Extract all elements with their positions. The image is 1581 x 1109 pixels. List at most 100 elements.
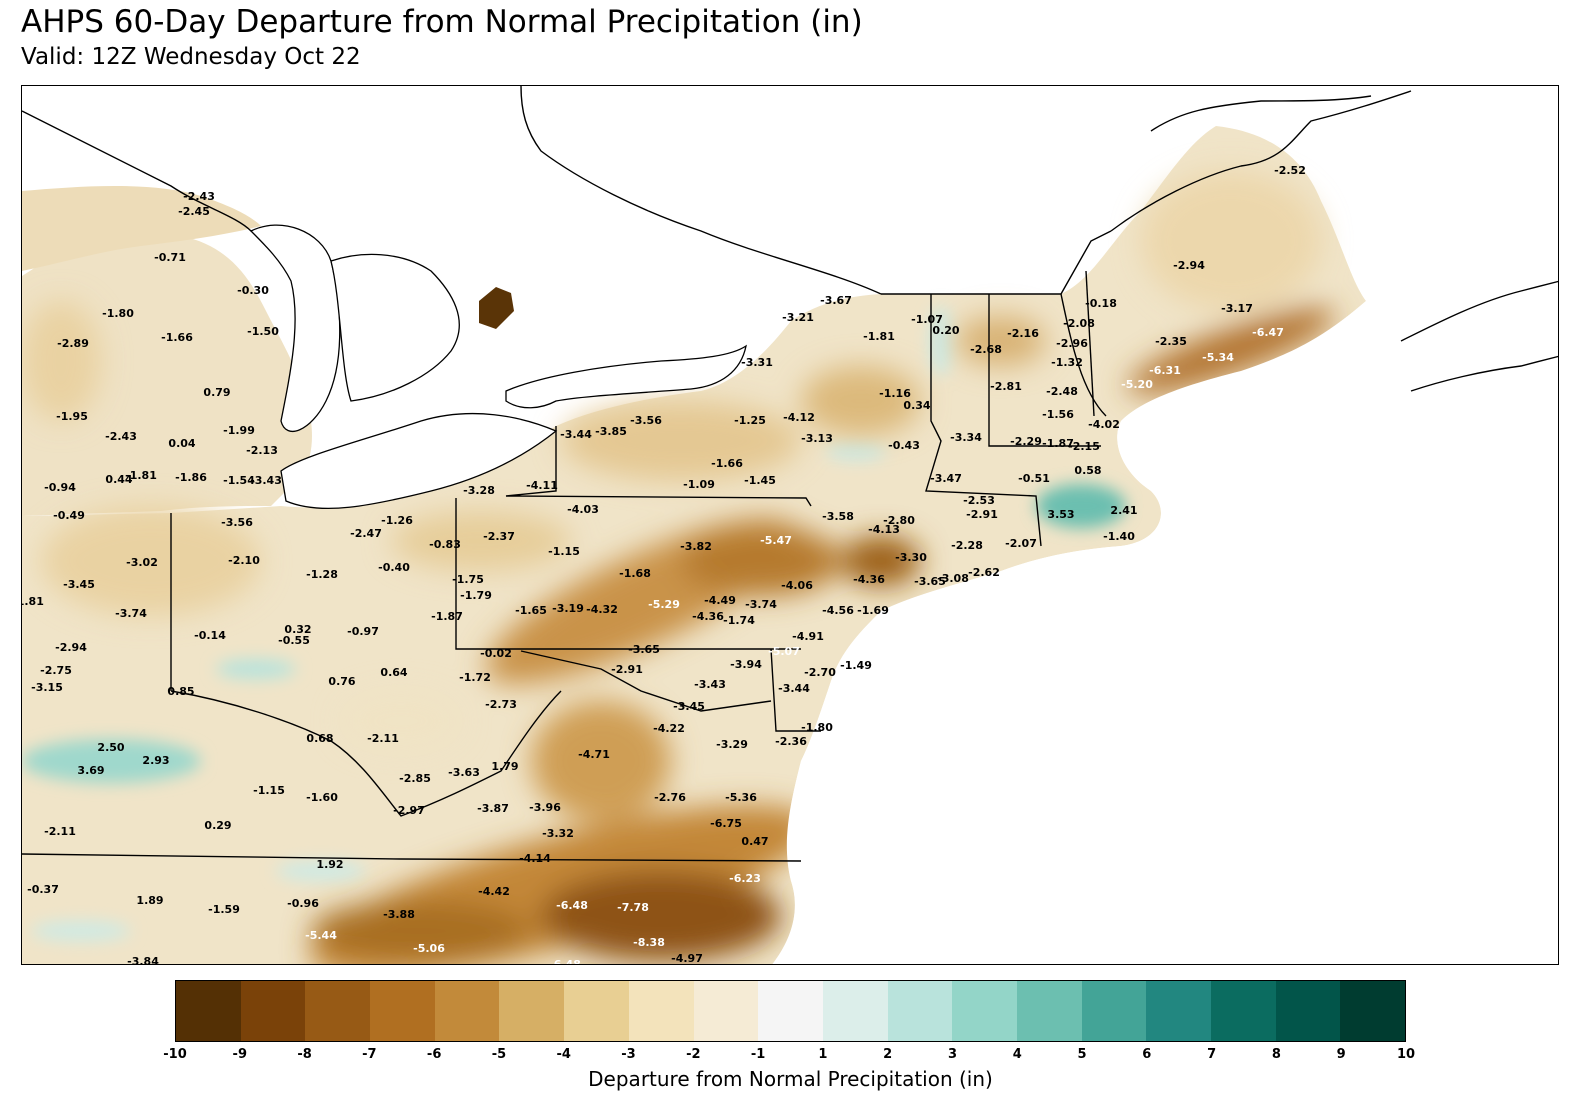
station-value-label: -3.47 xyxy=(930,472,962,485)
station-value-label: 2.41 xyxy=(1110,504,1137,517)
station-value-label: -0.40 xyxy=(378,561,410,574)
station-value-label: -2.35 xyxy=(1155,335,1187,348)
colorbar-tick-label: 10 xyxy=(1396,1047,1416,1062)
station-value-label: 0.68 xyxy=(306,732,333,745)
station-value-label: 0.04 xyxy=(168,437,195,450)
station-value-label: -5.29 xyxy=(648,598,680,611)
station-value-label: -1.25 xyxy=(734,414,766,427)
colorbar-segment xyxy=(1275,981,1341,1041)
station-value-label: -1.75 xyxy=(452,573,484,586)
wet-anomaly-patches xyxy=(22,306,1126,941)
station-value-label: -1.68 xyxy=(619,567,651,580)
colorbar-tick-label: -10 xyxy=(163,1047,187,1062)
station-value-label: 2.50 xyxy=(97,741,124,754)
station-value-label: -2.91 xyxy=(611,663,643,676)
station-value-label: 0.44 xyxy=(105,473,132,486)
station-value-label: -3.02 xyxy=(126,556,158,569)
station-value-label: -6.47 xyxy=(1252,326,1284,339)
colorbar-segment xyxy=(176,981,241,1041)
station-value-label: -1.07 xyxy=(911,313,943,326)
station-value-label: -4.03 xyxy=(567,503,599,516)
colorbar-tick-label: 8 xyxy=(1271,1047,1281,1062)
station-value-label: 1.89 xyxy=(136,894,163,907)
station-value-label: 0.85 xyxy=(167,685,194,698)
station-value-label: -0.55 xyxy=(278,634,310,647)
station-value-label: -2.11 xyxy=(44,825,76,838)
station-value-label: -7.78 xyxy=(617,901,649,914)
station-value-label: -3.44 xyxy=(560,428,592,441)
station-value-label: -2.96 xyxy=(1056,337,1088,350)
colorbar-segment xyxy=(305,981,371,1041)
station-value-label: -2.81 xyxy=(990,380,1022,393)
station-value-label: -3.08 xyxy=(937,572,969,585)
station-value-label: -1.60 xyxy=(306,791,338,804)
station-value-label: -3.31 xyxy=(741,356,773,369)
station-value-label: -2.43 xyxy=(183,190,215,203)
colorbar-segment xyxy=(1081,981,1147,1041)
colorbar-ticks: -10 -9 -8 -7 -6 -5 -4 -3 -2 -1 1 2 3 4 5 6 7 8 9 10 xyxy=(163,1047,1415,1063)
station-value-label: -5.20 xyxy=(1121,378,1153,391)
station-value-label: -3.43 xyxy=(250,474,282,487)
station-value-label: -1.72 xyxy=(459,671,491,684)
station-value-label: -1.49 xyxy=(840,659,872,672)
station-value-label: -2.10 xyxy=(228,554,260,567)
station-value-label: -3.17 xyxy=(1221,302,1253,315)
station-value-label: -4.14 xyxy=(519,852,551,865)
station-value-label: -6.48 xyxy=(549,958,581,965)
station-value-label: -4.97 xyxy=(671,952,703,965)
station-value-label: -2.07 xyxy=(1005,537,1037,550)
colorbar-segment xyxy=(240,981,306,1041)
colorbar-tick-label: 3 xyxy=(947,1047,957,1062)
station-value-label: -1.15 xyxy=(253,784,285,797)
atlantic-ocean xyxy=(772,301,1558,964)
colorbar-tick-label: -6 xyxy=(426,1047,442,1062)
station-value-label: -4.13 xyxy=(868,523,900,536)
station-value-label: -4.36 xyxy=(853,573,885,586)
colorbar-tick-label: 5 xyxy=(1077,1047,1087,1062)
station-value-label: -2.53 xyxy=(963,494,995,507)
station-value-label: -0.02 xyxy=(480,647,512,660)
colorbar-segment xyxy=(1146,981,1211,1041)
station-value-label: -3.94 xyxy=(730,658,762,671)
station-value-label: -3.45 xyxy=(673,700,705,713)
station-value-label: -6.31 xyxy=(1149,364,1181,377)
station-value-label: -2.28 xyxy=(951,539,983,552)
station-value-label: -0.14 xyxy=(194,629,226,642)
station-value-label: -3.34 xyxy=(950,431,982,444)
map-title: AHPS 60-Day Departure from Normal Precip… xyxy=(21,4,863,40)
station-value-label: -1.80 xyxy=(102,307,134,320)
colorbar-tick-label: 7 xyxy=(1207,1047,1217,1062)
station-value-label: -0.30 xyxy=(237,284,269,297)
station-value-label: -4.49 xyxy=(704,594,736,607)
station-labels: -2.43 -2.45 -0.71 -0.30 -1.80 -1.66 -1.50 -2.89… xyxy=(22,164,1306,965)
station-value-label: -2.80 xyxy=(883,514,915,527)
station-value-label: -2.43 xyxy=(105,430,137,443)
station-value-label: -1.87 xyxy=(431,610,463,623)
station-value-label: -1.54 xyxy=(223,474,255,487)
colorbar-tick-label: -2 xyxy=(686,1047,701,1062)
station-value-label: -3.88 xyxy=(383,908,415,921)
station-value-label: -4.11 xyxy=(526,479,558,492)
station-value-label: 3.53 xyxy=(1047,508,1074,521)
colorbar-tick-label: -7 xyxy=(362,1047,377,1062)
station-value-label: -3.19 xyxy=(552,602,584,615)
station-value-label: -1.81 xyxy=(22,595,44,608)
station-value-label: -2.97 xyxy=(393,804,425,817)
station-value-label: -1.66 xyxy=(161,331,193,344)
station-value-label: -5.44 xyxy=(305,929,337,942)
map-subtitle: Valid: 12Z Wednesday Oct 22 xyxy=(21,44,361,70)
station-value-label: -1.99 xyxy=(223,424,255,437)
station-value-label: 0.47 xyxy=(741,835,768,848)
station-value-label: -4.42 xyxy=(478,885,510,898)
colorbar-tick-label: 1 xyxy=(818,1047,828,1062)
station-value-label: -1.79 xyxy=(460,589,492,602)
station-value-label: -5.06 xyxy=(413,942,445,955)
colorbar-tick-label: -1 xyxy=(750,1047,766,1062)
station-value-label: -3.15 xyxy=(31,681,63,694)
station-value-label: -3.44 xyxy=(778,682,810,695)
station-value-label: -3.87 xyxy=(477,802,509,815)
colorbar-segment xyxy=(370,981,435,1041)
station-value-label: -1.95 xyxy=(56,410,88,423)
precipitation-map: -2.43 -2.45 -0.71 -0.30 -1.80 -1.66 -1.50 -2.89… xyxy=(21,85,1559,965)
station-value-label: -2.62 xyxy=(968,566,1000,579)
